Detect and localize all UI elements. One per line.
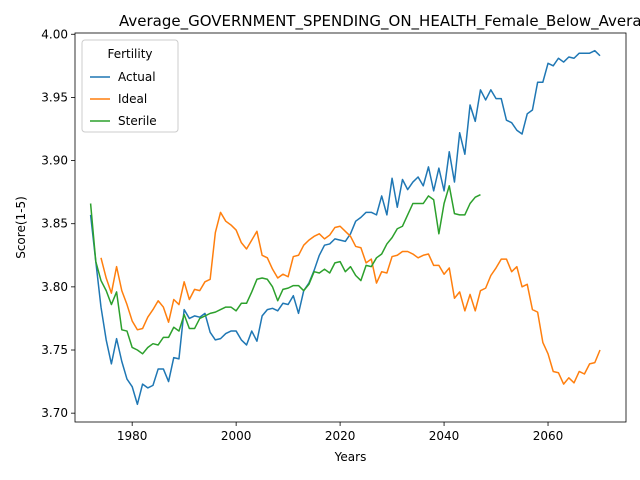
y-tick-label: 3.70 xyxy=(41,406,68,420)
legend-box xyxy=(81,39,179,133)
y-tick-label: 3.80 xyxy=(41,280,68,294)
x-tick-label: 2060 xyxy=(533,429,564,443)
plot-area xyxy=(74,32,627,423)
legend-title: Fertility xyxy=(107,47,152,61)
x-tick-label: 2000 xyxy=(221,429,252,443)
x-axis: 1980 2000 2020 2040 2060 xyxy=(117,422,563,443)
y-tick-label: 3.95 xyxy=(41,90,68,104)
series-line-ideal xyxy=(100,211,601,385)
legend-label-actual: Actual xyxy=(118,70,156,84)
y-tick-label: 4.00 xyxy=(41,27,68,41)
y-tick-label: 3.75 xyxy=(41,343,68,357)
y-tick-label: 3.90 xyxy=(41,154,68,168)
legend: Fertility Actual Ideal Sterile xyxy=(81,39,179,133)
legend-label-ideal: Ideal xyxy=(118,92,147,106)
x-tick-label: 1980 xyxy=(117,429,148,443)
series-line-actual xyxy=(89,49,601,406)
chart-title: Average_GOVERNMENT_SPENDING_ON_HEALTH_Fe… xyxy=(119,12,640,31)
series-line-sterile xyxy=(89,185,481,355)
y-axis-label: Score(1-5) xyxy=(14,196,28,259)
y-tick-label: 3.85 xyxy=(41,217,68,231)
x-tick-label: 2040 xyxy=(429,429,460,443)
x-axis-label: Years xyxy=(334,450,367,464)
legend-label-sterile: Sterile xyxy=(118,114,157,128)
x-tick-label: 2020 xyxy=(325,429,356,443)
y-axis: 3.70 3.75 3.80 3.85 3.90 3.95 4.00 xyxy=(41,27,75,420)
plot-frame xyxy=(74,32,627,423)
